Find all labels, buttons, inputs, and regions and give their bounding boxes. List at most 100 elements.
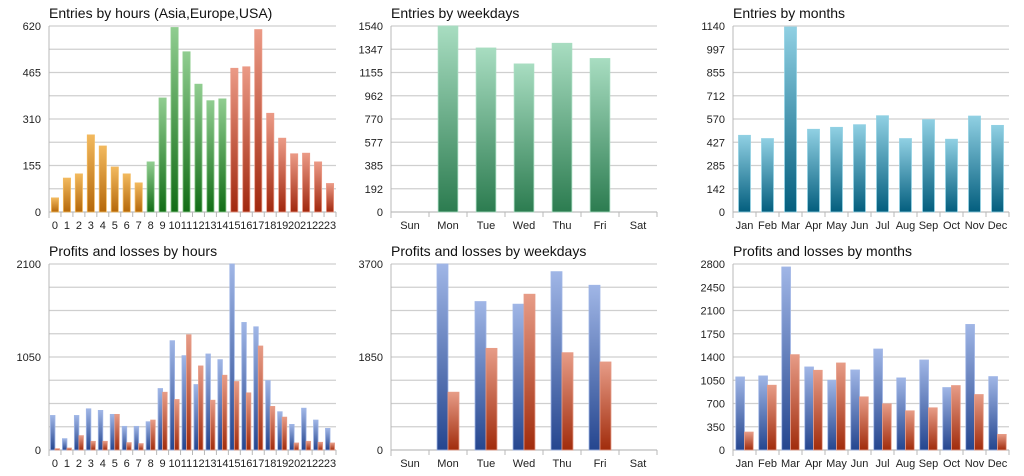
bar — [98, 145, 107, 213]
x-tick-label: Fri — [594, 220, 607, 232]
chart-title: Entries by weekdays — [391, 5, 519, 21]
profit-bar — [550, 271, 563, 451]
loss-bar — [293, 442, 300, 451]
y-tick-label: 1400 — [701, 352, 725, 364]
chart-title: Profits and losses by hours — [49, 243, 217, 259]
x-tick-label: Wed — [513, 220, 535, 232]
profit-bar — [109, 413, 116, 451]
y-tick-label: 1050 — [701, 375, 725, 387]
bar — [74, 173, 83, 213]
x-tick-label: 19 — [276, 458, 288, 470]
x-tick-label: Jun — [851, 458, 869, 470]
bar — [266, 112, 275, 213]
bar — [158, 97, 167, 213]
x-tick-label: 4 — [100, 458, 106, 470]
x-tick-label: 23 — [324, 458, 336, 470]
x-tick-label: 5 — [112, 220, 118, 232]
profit-bar — [85, 408, 92, 451]
profit-bar — [193, 384, 199, 451]
x-tick-label: 12 — [192, 458, 204, 470]
x-tick-label: Mon — [437, 220, 458, 232]
x-tick-label: Feb — [758, 220, 777, 232]
chart-title: Entries by hours (Asia,Europe,USA) — [49, 5, 272, 21]
x-tick-label: 15 — [228, 220, 240, 232]
y-tick-label: 142 — [707, 184, 725, 196]
y-tick-label: 1540 — [359, 21, 383, 33]
x-tick-label: 10 — [168, 458, 180, 470]
bar — [50, 197, 59, 213]
y-tick-label: 192 — [365, 184, 383, 196]
bar — [170, 27, 179, 213]
x-tick-label: 13 — [204, 220, 216, 232]
loss-bar — [928, 407, 938, 451]
profit-bar — [97, 410, 104, 451]
x-tick-label: 13 — [204, 458, 216, 470]
x-tick-label: Mon — [437, 458, 458, 470]
x-tick-label: 16 — [240, 220, 252, 232]
x-tick-label: Apr — [805, 458, 822, 470]
profit-bar — [73, 415, 80, 451]
loss-bar — [813, 369, 823, 451]
x-tick-label: Aug — [896, 458, 916, 470]
x-tick-label: Jul — [875, 458, 889, 470]
chart-title: Profits and losses by weekdays — [391, 243, 586, 259]
profit-bar — [988, 376, 998, 451]
bar — [110, 166, 119, 213]
bar — [991, 124, 1004, 213]
y-tick-label: 0 — [377, 445, 383, 457]
bar — [899, 138, 912, 213]
y-tick-label: 0 — [377, 207, 383, 219]
bar — [853, 124, 866, 213]
loss-bar — [951, 385, 961, 451]
y-tick-label: 0 — [719, 445, 725, 457]
x-tick-label: Jul — [875, 220, 889, 232]
x-tick-label: 21 — [300, 458, 312, 470]
bar — [830, 126, 843, 213]
y-tick-label: 385 — [365, 161, 383, 173]
x-tick-label: 22 — [312, 220, 324, 232]
profit-bar — [121, 425, 128, 451]
profit-bar — [277, 411, 283, 451]
y-tick-label: 700 — [707, 399, 725, 411]
bar — [314, 161, 323, 213]
x-tick-label: 19 — [276, 220, 288, 232]
x-tick-label: 4 — [100, 220, 106, 232]
x-tick-label: Apr — [805, 220, 822, 232]
loss-bar — [997, 433, 1007, 451]
x-tick-label: 20 — [288, 458, 300, 470]
loss-bar — [485, 347, 498, 451]
y-tick-label: 620 — [23, 21, 41, 33]
x-tick-label: 14 — [216, 220, 228, 232]
x-tick-label: 11 — [181, 220, 192, 232]
x-tick-label: 8 — [148, 458, 154, 470]
loss-bar — [859, 396, 869, 451]
bar — [242, 66, 251, 213]
x-tick-label: 18 — [264, 220, 276, 232]
x-tick-label: 8 — [148, 220, 154, 232]
bar — [968, 115, 981, 213]
profit-bar — [217, 359, 223, 451]
x-tick-label: 1 — [64, 220, 70, 232]
loss-bar — [186, 334, 192, 451]
profit-bar — [588, 284, 601, 451]
chart-entries-by-weekdays: Entries by weekdays 0 192 385 577 770 962 1155… — [359, 5, 658, 232]
x-tick-label: 16 — [240, 458, 252, 470]
y-tick-label: 1750 — [701, 329, 725, 341]
x-tick-label: Aug — [896, 220, 916, 232]
loss-bar — [66, 447, 72, 451]
bar — [146, 161, 155, 213]
profit-bar — [133, 425, 140, 451]
y-tick-label: 570 — [707, 114, 725, 126]
y-tick-label: 1155 — [359, 68, 383, 80]
profit-bar — [965, 324, 975, 451]
x-tick-label: 17 — [252, 220, 264, 232]
profit-bar — [241, 322, 247, 451]
y-tick-label: 3700 — [359, 259, 383, 271]
x-tick-label: Sun — [400, 458, 420, 470]
x-tick-label: Tue — [477, 220, 496, 232]
loss-bar — [281, 416, 288, 451]
profit-bar — [50, 415, 56, 451]
profit-bar — [758, 375, 768, 451]
y-tick-label: 712 — [707, 91, 725, 103]
profit-bar — [205, 353, 211, 451]
